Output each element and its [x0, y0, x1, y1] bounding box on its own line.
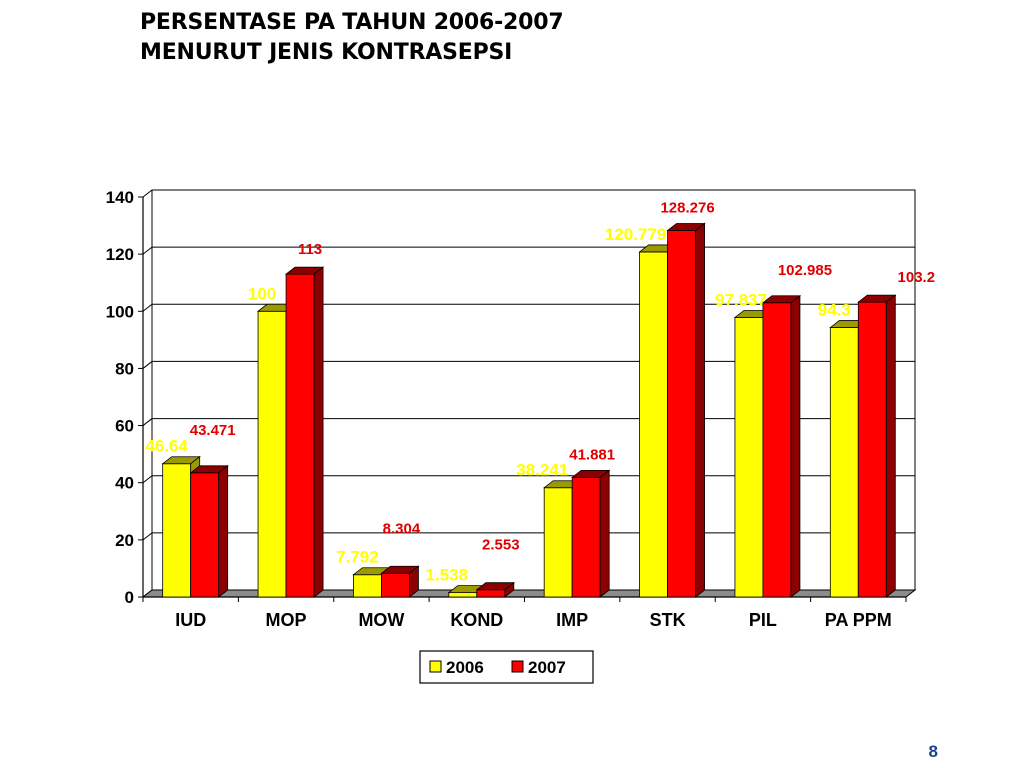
- bar-front: [667, 230, 696, 598]
- legend-label-2006: 2006: [446, 658, 484, 677]
- x-tick-label: IUD: [175, 610, 206, 630]
- bar-front: [829, 327, 859, 598]
- y-tick-label: 140: [106, 188, 134, 207]
- x-tick-label: PA PPM: [825, 610, 892, 630]
- legend-swatch-2006: [429, 660, 442, 673]
- y-tick-label: 40: [115, 474, 134, 493]
- bar-front: [571, 476, 601, 598]
- bar-2007: [380, 565, 420, 598]
- bar-side: [790, 294, 801, 598]
- bar-side: [695, 222, 705, 598]
- title-line-1: PERSENTASE PA TAHUN 2006-2007: [140, 10, 564, 35]
- title-line-2: MENURUT JENIS KONTRASEPSI: [140, 40, 513, 65]
- bar-front: [857, 301, 887, 598]
- y-tick-label: 80: [115, 359, 134, 378]
- bar-side: [218, 464, 229, 598]
- bar-front: [190, 472, 220, 598]
- x-tick-label: PIL: [749, 610, 777, 630]
- data-label-2007: 43.471: [190, 422, 236, 439]
- bar-side: [885, 294, 896, 598]
- bar-front: [543, 487, 573, 598]
- bar-side: [409, 565, 419, 598]
- data-label-2006: 46.64: [145, 437, 188, 456]
- data-label-2007: 2.553: [482, 537, 520, 554]
- bar-2007: [284, 266, 325, 598]
- gridline-depth: [142, 418, 153, 426]
- y-tick-label: 100: [106, 302, 134, 321]
- data-label-2007: 128.276: [660, 199, 714, 216]
- bar-front: [257, 310, 287, 598]
- gridline-depth: [142, 361, 153, 369]
- data-label-2006: 94.3: [818, 301, 851, 320]
- y-tick-label: 20: [115, 531, 134, 550]
- x-tick-label: MOP: [266, 610, 307, 630]
- bars: [161, 222, 897, 598]
- slide-title: PERSENTASE PA TAHUN 2006-2007 MENURUT JE…: [140, 8, 564, 68]
- bar-front: [762, 302, 792, 598]
- gridline-depth: [142, 532, 153, 541]
- bar-front: [448, 592, 478, 598]
- bar-2007: [475, 581, 515, 598]
- bar-side: [504, 581, 515, 598]
- bar-2007: [761, 294, 802, 598]
- data-label-2006: 100: [248, 284, 276, 303]
- data-label-2007: 102.985: [778, 262, 832, 279]
- y-tick-label: 120: [106, 245, 134, 264]
- data-label-2007: 41.881: [569, 446, 615, 463]
- bar-side: [313, 266, 324, 598]
- data-label-2007: 103.2: [898, 269, 936, 286]
- bar-front: [734, 317, 764, 598]
- x-tick-label: STK: [650, 610, 686, 630]
- gridline-depth: [142, 189, 153, 198]
- data-label-2007: 8.304: [383, 520, 421, 537]
- bar-2007: [666, 222, 706, 598]
- bar-2007: [189, 464, 229, 598]
- legend-label-2007: 2007: [528, 658, 566, 677]
- y-tick-label: 0: [125, 588, 134, 607]
- y-tick-label: 60: [115, 417, 134, 436]
- data-label-2006: 7.792: [336, 548, 379, 567]
- bar-2007: [571, 469, 611, 598]
- x-tick-label: IMP: [556, 610, 588, 630]
- bar-2007: [857, 294, 897, 598]
- data-label-2006: 38.241: [516, 461, 568, 480]
- data-label-2007: 113: [298, 241, 322, 258]
- gridline-depth: [142, 475, 153, 484]
- gridline-depth: [142, 303, 153, 312]
- data-label-2006: 97.837: [715, 290, 767, 309]
- x-tick-label: KOND: [450, 610, 503, 630]
- x-tick-label: MOW: [358, 610, 404, 630]
- bar-front: [639, 251, 668, 598]
- data-label-2006: 120.779: [605, 225, 666, 244]
- bar-side: [599, 469, 610, 598]
- bar-front: [353, 574, 382, 598]
- bar-front: [476, 589, 506, 598]
- page-number: 8: [928, 742, 938, 761]
- legend: 2006 2007: [419, 650, 594, 684]
- data-label-2006: 1.538: [426, 566, 469, 585]
- bar-front: [381, 572, 410, 598]
- bar-front: [285, 273, 315, 598]
- gridline-depth: [142, 246, 153, 255]
- legend-box: [419, 650, 594, 684]
- bar-front: [162, 463, 192, 598]
- legend-swatch-2007: [511, 660, 524, 673]
